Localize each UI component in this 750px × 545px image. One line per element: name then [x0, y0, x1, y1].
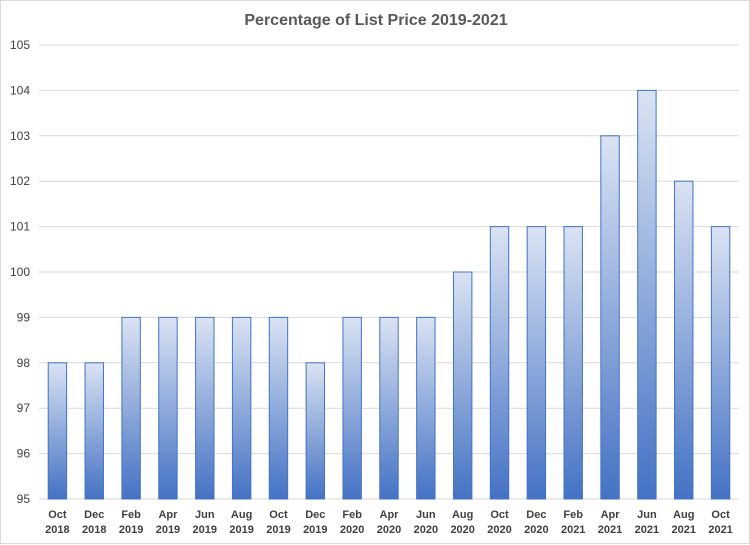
chart-title: Percentage of List Price 2019-2021 — [244, 12, 507, 29]
x-axis-ticks: Oct 2018 Dec 2018 Feb 2019 Apr 2019 Jun 2019 Aug 20… — [45, 509, 733, 536]
x-tick-label: Dec — [84, 509, 104, 521]
x-tick-label: 2019 — [229, 524, 253, 536]
bar — [674, 180, 694, 500]
bar — [710, 226, 731, 500]
x-tick-label: Dec — [305, 509, 325, 521]
bar — [305, 362, 326, 500]
x-tick-label: Oct — [711, 509, 730, 521]
y-tick-label: 105 — [10, 38, 30, 52]
x-tick-label: 2021 — [561, 524, 585, 536]
x-tick-label: 2019 — [266, 524, 290, 536]
bar — [231, 316, 252, 500]
bar — [342, 316, 362, 500]
y-tick-label: 102 — [10, 174, 30, 188]
x-tick-label: Feb — [342, 509, 362, 521]
x-tick-label: Feb — [563, 509, 583, 521]
y-tick-label: 101 — [10, 220, 30, 234]
x-tick-label: 2020 — [487, 524, 511, 536]
y-tick-label: 96 — [17, 447, 31, 461]
x-tick-label: Oct — [269, 509, 288, 521]
bar — [489, 226, 510, 500]
x-tick-label: 2019 — [193, 524, 217, 536]
x-tick-label: Aug — [673, 509, 694, 521]
y-tick-label: 98 — [17, 356, 31, 370]
bar — [637, 89, 657, 500]
y-tick-label: 95 — [17, 492, 31, 506]
y-tick-label: 104 — [10, 83, 30, 97]
x-tick-label: Apr — [601, 509, 621, 521]
x-tick-label: Aug — [231, 509, 252, 521]
bar — [526, 226, 547, 500]
bar — [268, 316, 289, 500]
x-tick-label: 2021 — [635, 524, 659, 536]
x-tick-label: 2019 — [156, 524, 180, 536]
x-tick-label: Apr — [380, 509, 400, 521]
y-tick-label: 99 — [17, 310, 31, 324]
x-tick-label: Jun — [416, 509, 436, 521]
x-tick-label: 2018 — [45, 524, 69, 536]
bar — [84, 362, 104, 500]
x-tick-label: 2018 — [82, 524, 106, 536]
y-tick-label: 103 — [10, 129, 30, 143]
x-tick-label: Feb — [121, 509, 141, 521]
bar — [452, 271, 473, 500]
x-tick-label: Dec — [526, 509, 546, 521]
x-tick-label: 2021 — [671, 524, 695, 536]
x-tick-label: Jun — [195, 509, 215, 521]
x-tick-label: 2021 — [708, 524, 732, 536]
x-tick-label: 2020 — [524, 524, 548, 536]
x-tick-label: 2019 — [303, 524, 327, 536]
bar — [47, 362, 68, 500]
bar — [379, 316, 399, 500]
x-tick-label: 2021 — [598, 524, 622, 536]
x-tick-label: 2019 — [119, 524, 143, 536]
x-tick-label: Oct — [490, 509, 509, 521]
x-tick-label: 2020 — [340, 524, 364, 536]
bar — [158, 316, 178, 500]
y-axis-ticks: 95 96 97 98 99 100 101 102 103 104 105 — [10, 38, 30, 506]
bars — [47, 89, 731, 500]
y-tick-label: 100 — [10, 265, 30, 279]
x-tick-label: Jun — [637, 509, 657, 521]
bar — [195, 316, 215, 500]
x-tick-label: Apr — [158, 509, 178, 521]
bar — [121, 316, 141, 500]
x-tick-label: Aug — [452, 509, 473, 521]
bar — [600, 135, 620, 500]
x-tick-label: 2020 — [414, 524, 438, 536]
x-tick-label: 2020 — [450, 524, 474, 536]
bar — [563, 226, 583, 500]
y-tick-label: 97 — [17, 401, 31, 415]
x-tick-label: Oct — [48, 509, 67, 521]
x-tick-label: 2020 — [377, 524, 401, 536]
bar — [416, 316, 436, 500]
